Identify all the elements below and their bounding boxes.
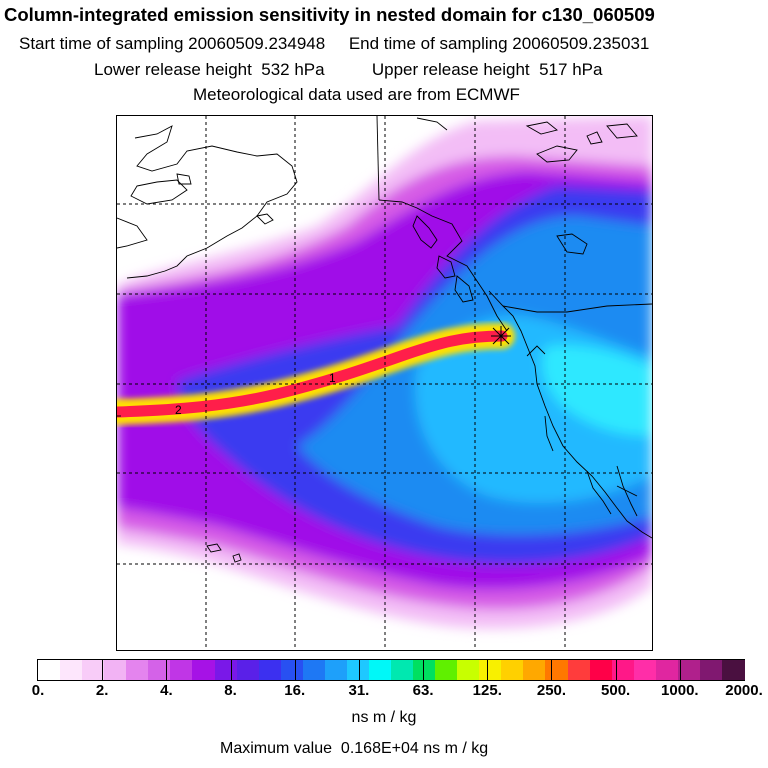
colorbar-segment [677, 660, 701, 680]
colorbar-tick-label: 2. [95, 682, 109, 699]
colorbar-segment [258, 660, 282, 680]
colorbar-divider [230, 660, 232, 680]
colorbar-segment [611, 660, 635, 680]
colorbar-tick-label: 500. [601, 682, 631, 699]
colorbar-segment [280, 660, 304, 680]
colorbar-tick-label: 31. [348, 682, 370, 699]
colorbar-segment [479, 660, 502, 680]
colorbar-segment [413, 660, 436, 680]
release-point-marker [491, 326, 511, 346]
colorbar-divider [679, 660, 681, 680]
coastlines [117, 116, 652, 563]
colorbar-divider [294, 660, 296, 680]
colorbar-divider [423, 660, 425, 680]
colorbar-tick-label: 8. [224, 682, 237, 699]
meteorological-data-note: Meteorological data used are from ECMWF [193, 85, 520, 104]
colorbar-divider [487, 660, 489, 680]
colorbar-tick-label: 125. [472, 682, 502, 699]
colorbar-tick-label: 1000. [661, 682, 699, 699]
colorbar-divider [551, 660, 553, 680]
colorbar-segment [457, 660, 480, 680]
colorbar-segment [699, 660, 723, 680]
colorbar-divider [102, 660, 104, 680]
colorbar-unit: ns m / kg [351, 709, 417, 726]
colorbar-segment [214, 660, 238, 680]
colorbar-segment [104, 660, 127, 680]
colorbar-tick-label: 0. [31, 682, 45, 699]
colorbar-segment [501, 660, 524, 680]
colorbar-segment [589, 660, 613, 680]
map-title: Column-integrated emission sensitivity i… [4, 4, 655, 25]
colorbar-tick-label: 63. [412, 682, 434, 699]
emission-sensitivity-map: 1 2 [116, 115, 653, 651]
colorbar-segment [302, 660, 326, 680]
colorbar-segment [170, 660, 193, 680]
colorbar-segment [192, 660, 215, 680]
colorbar-segment [324, 660, 348, 680]
colorbar-segment [126, 660, 149, 680]
colorbar-tick-label: 16. [284, 682, 306, 699]
colorbar-segment [655, 660, 679, 680]
lat-lon-grid [117, 116, 652, 650]
colorbar-segment [545, 660, 568, 680]
plume-trajectory [117, 323, 515, 425]
release-heights: Lower release height 532 hPa Upper relea… [94, 60, 603, 79]
trajectory-label-1: 1 [329, 371, 336, 385]
colorbar-tick-label: 2000. [725, 682, 763, 699]
colorbar-segment [148, 660, 171, 680]
colorbar-segment [60, 660, 83, 680]
colorbar-segment [38, 660, 61, 680]
colorbar-segment [82, 660, 105, 680]
colorbar-segment [435, 660, 458, 680]
colorbar-divider [166, 660, 168, 680]
colorbar-segment [368, 660, 392, 680]
sampling-times: Start time of sampling 20060509.234948 E… [19, 34, 650, 53]
colorbar-tick-label: 250. [536, 682, 567, 699]
colorbar-segment [633, 660, 657, 680]
colorbar-segment [346, 660, 370, 680]
colorbar [37, 659, 745, 681]
colorbar-divider [358, 660, 360, 680]
colorbar-segment [523, 660, 546, 680]
colorbar-segment [721, 660, 745, 680]
trajectory-label-2: 2 [175, 403, 182, 417]
colorbar-divider [615, 660, 617, 680]
colorbar-segment [567, 660, 591, 680]
colorbar-segment [391, 660, 414, 680]
map-canvas: 1 2 [117, 116, 652, 650]
maximum-value-note: Maximum value 0.168E+04 ns m / kg [220, 740, 489, 757]
colorbar-segment [236, 660, 260, 680]
colorbar-tick-label: 4. [160, 682, 173, 699]
